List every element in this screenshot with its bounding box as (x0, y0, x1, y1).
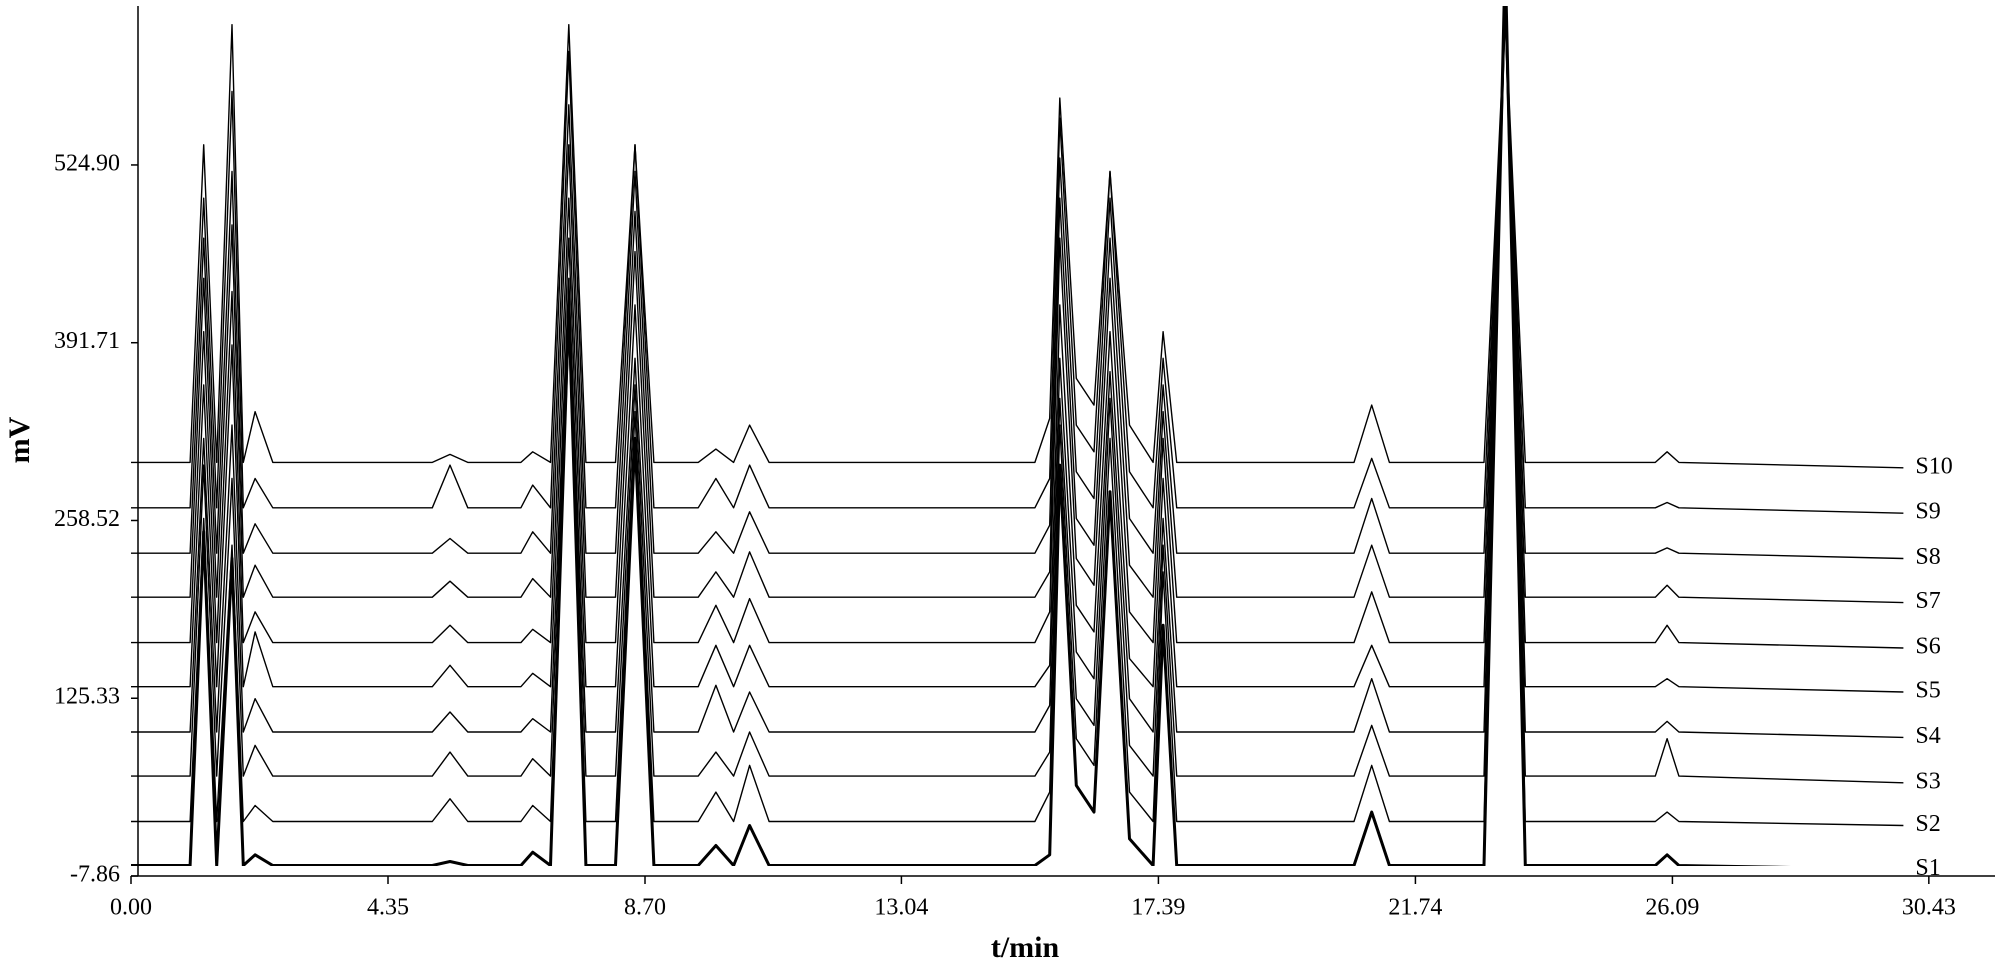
trace-line (131, 10, 1904, 739)
y-tick-label: 524.90 (54, 150, 120, 176)
y-tick-label: 125.33 (54, 684, 120, 710)
y-tick-label: 258.52 (54, 506, 120, 532)
series-label: S9 (1915, 499, 1940, 525)
trace-line (131, 6, 1904, 784)
x-tick-label: 26.09 (1645, 895, 1699, 921)
x-tick-label: 8.70 (624, 895, 666, 921)
trace-line (131, 10, 1904, 604)
y-axis-title: mV (3, 416, 36, 463)
y-tick-label: 391.71 (54, 328, 120, 354)
y-tick-label: -7.86 (70, 862, 120, 888)
series-label: S5 (1915, 678, 1940, 704)
series-label: S10 (1915, 453, 1952, 479)
trace-line (131, 10, 1904, 693)
x-tick-label: 4.35 (367, 895, 409, 921)
x-tick-label: 30.43 (1902, 895, 1956, 921)
series-label: S1 (1915, 855, 1940, 881)
trace-line (131, 10, 1904, 560)
series-label: S6 (1915, 633, 1940, 659)
series-label: S7 (1915, 588, 1940, 614)
trace-line (131, 10, 1904, 469)
traces (131, 6, 1904, 866)
trace-line (131, 6, 1792, 866)
x-tick-label: 17.39 (1131, 895, 1185, 921)
trace-line (131, 10, 1904, 649)
trace-line (131, 6, 1904, 827)
x-tick-label: 21.74 (1388, 895, 1442, 921)
series-label: S3 (1915, 768, 1940, 794)
x-axis-title: t/min (991, 931, 1060, 964)
series-label: S4 (1915, 723, 1940, 749)
x-tick-label: 13.04 (874, 895, 928, 921)
x-tick-label: 0.00 (110, 895, 152, 921)
series-label: S8 (1915, 544, 1940, 570)
trace-line (131, 10, 1904, 514)
series-label: S2 (1915, 811, 1940, 837)
